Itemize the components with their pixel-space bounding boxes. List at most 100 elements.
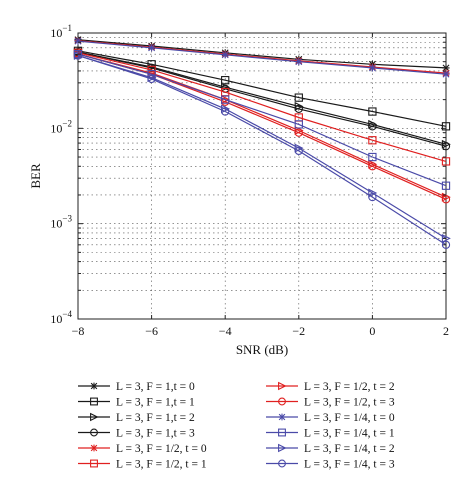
- legend-label: L = 3, F = 1/2, t = 3: [304, 397, 395, 409]
- data-point: [368, 162, 377, 171]
- series-4: [73, 47, 451, 151]
- data-point: [90, 382, 98, 390]
- data-point: [278, 443, 287, 453]
- y-axis-title: BER: [28, 163, 43, 189]
- series-12: [73, 51, 451, 249]
- data-point: [368, 152, 377, 162]
- series-1: [74, 36, 450, 72]
- data-point: [441, 195, 451, 204]
- legend-label: L = 3, F = 1/4, t = 0: [304, 412, 395, 424]
- data-point: [294, 104, 303, 114]
- data-point: [441, 181, 451, 190]
- data-point: [441, 240, 451, 249]
- data-point: [278, 381, 287, 391]
- data-point: [90, 412, 99, 422]
- data-point: [368, 122, 377, 131]
- data-point: [294, 128, 303, 137]
- legend-label: L = 3, F = 1/2, t = 1: [116, 459, 207, 471]
- x-tick-label: 0: [369, 324, 375, 338]
- legend-item: L = 3, F = 1/4, t = 3: [266, 459, 395, 471]
- x-tick-label: −6: [145, 324, 158, 338]
- data-point: [368, 107, 377, 116]
- legend-item: L = 3, F = 1,t = 3: [78, 428, 195, 440]
- legend-label: L = 3, F = 1,t = 1: [116, 397, 195, 409]
- series-group: [73, 36, 451, 249]
- x-tick-label: −2: [292, 324, 305, 338]
- data-point: [368, 192, 377, 202]
- legend: L = 3, F = 1,t = 0 L = 3, F = 1,t = 1 L = …: [78, 381, 395, 471]
- data-point: [90, 397, 98, 406]
- legend-label: L = 3, F = 1/2, t = 0: [116, 443, 207, 455]
- x-tick-label: −4: [219, 324, 232, 338]
- data-point: [221, 95, 230, 104]
- data-point: [278, 459, 286, 468]
- data-point: [442, 64, 450, 72]
- legend-label: L = 3, F = 1,t = 3: [116, 428, 195, 440]
- legend-label: L = 3, F = 1,t = 2: [116, 412, 195, 424]
- x-axis-title: SNR (dB): [236, 342, 288, 357]
- data-point: [441, 233, 451, 243]
- data-point: [90, 459, 98, 468]
- legend-item: L = 3, F = 1/4, t = 1: [266, 428, 395, 440]
- series-6: [73, 48, 451, 166]
- legend-item: L = 3, F = 1/2, t = 1: [78, 459, 207, 471]
- data-point: [147, 74, 156, 84]
- data-point: [278, 428, 286, 437]
- series-line: [77, 55, 447, 246]
- data-point: [295, 58, 303, 66]
- legend-label: L = 3, F = 1/4, t = 2: [304, 443, 395, 455]
- series-line: [77, 53, 447, 200]
- series-11: [73, 51, 451, 243]
- data-point: [294, 120, 303, 129]
- legend-item: L = 3, F = 1,t = 2: [78, 412, 195, 424]
- series-line: [77, 40, 447, 75]
- data-point: [294, 93, 303, 102]
- y-tick-label: 10−3: [50, 214, 72, 231]
- series-line: [77, 52, 447, 162]
- plot-frame: [77, 32, 447, 320]
- series-line: [77, 51, 447, 147]
- data-point: [368, 188, 378, 198]
- legend-label: L = 3, F = 1/4, t = 3: [304, 459, 395, 471]
- y-tick-label: 10−1: [50, 23, 72, 40]
- data-point: [441, 122, 451, 131]
- legend-item: L = 3, F = 1/2, t = 2: [266, 381, 395, 393]
- data-point: [221, 51, 229, 59]
- data-point: [368, 64, 376, 72]
- legend-label: L = 3, F = 1/2, t = 2: [304, 381, 395, 393]
- x-tick-label: −8: [72, 324, 85, 338]
- y-tick-label: 10−4: [50, 309, 72, 326]
- data-point: [442, 70, 450, 78]
- data-point: [221, 104, 231, 114]
- series-line: [77, 39, 447, 69]
- data-point: [74, 37, 82, 45]
- data-point: [278, 397, 286, 406]
- legend-item: L = 3, F = 1/4, t = 0: [266, 412, 395, 424]
- data-point: [90, 444, 98, 452]
- data-point: [294, 146, 303, 156]
- legend-item: L = 3, F = 1/4, t = 2: [266, 443, 395, 455]
- legend-item: L = 3, F = 1,t = 0: [78, 381, 195, 393]
- legend-label: L = 3, F = 1/4, t = 1: [304, 428, 395, 440]
- grid: [78, 33, 446, 319]
- data-point: [221, 76, 230, 85]
- data-point: [90, 428, 98, 437]
- series-9: [74, 37, 450, 78]
- legend-item: L = 3, F = 1/2, t = 3: [266, 397, 395, 409]
- legend-item: L = 3, F = 1/2, t = 0: [78, 443, 207, 455]
- legend-label: L = 3, F = 1,t = 0: [116, 381, 195, 393]
- data-point: [294, 101, 304, 111]
- x-tick-label: 2: [443, 324, 449, 338]
- data-point: [368, 136, 377, 145]
- data-point: [294, 143, 304, 153]
- data-point: [278, 413, 286, 421]
- y-axis: 10−1 10−2 10−3 10−4: [50, 23, 446, 326]
- data-point: [148, 44, 156, 52]
- series-line: [77, 53, 447, 187]
- series-8: [73, 49, 451, 204]
- x-axis: −8 −6 −4 −2 0 2: [72, 33, 449, 338]
- series-line: [77, 55, 447, 239]
- y-tick-label: 10−2: [50, 118, 72, 135]
- series-line: [77, 50, 447, 127]
